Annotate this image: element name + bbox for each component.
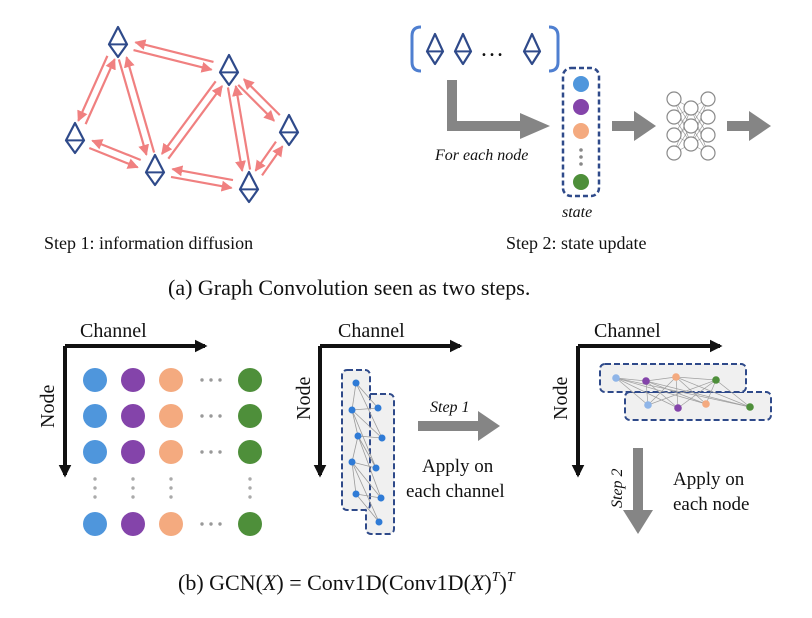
apply-channel-line1: Apply on — [422, 456, 494, 477]
graph-node — [352, 490, 360, 498]
diffusion-arrow — [91, 139, 142, 161]
diamond-node-icon — [218, 53, 240, 87]
diamond-node-icon — [522, 32, 542, 66]
graph-node — [702, 400, 710, 408]
axes-2 — [313, 339, 463, 478]
step2-arrow — [623, 448, 653, 534]
diamond-node-icon — [107, 25, 129, 59]
right-brace — [548, 25, 560, 73]
feature-matrix — [83, 368, 262, 536]
feature-cell — [238, 368, 262, 392]
set-ellipsis: … — [480, 36, 504, 62]
graph-node — [352, 379, 360, 387]
state-vector — [561, 66, 601, 198]
feature-cell — [238, 404, 262, 428]
feature-cell — [83, 404, 107, 428]
diffusion-arrow — [88, 147, 139, 169]
step1-label: Step 1 — [430, 399, 470, 416]
feature-cell — [121, 404, 145, 428]
feature-cell — [159, 368, 183, 392]
diffusion-arrow — [261, 145, 284, 177]
axes-1 — [58, 339, 208, 478]
node-graphs — [599, 363, 772, 421]
feature-cell — [121, 512, 145, 536]
arrow-from-network — [727, 111, 771, 141]
graph-node — [642, 377, 650, 385]
node-label-1: Node — [37, 385, 59, 428]
for-each-node-arrow — [447, 80, 550, 139]
apply-node-line1: Apply on — [673, 469, 745, 490]
diffusion-arrow — [77, 55, 109, 122]
left-brace — [410, 25, 422, 73]
graph-node — [644, 401, 652, 409]
channel-label-1: Channel — [80, 320, 147, 342]
diffusion-arrow — [117, 59, 149, 156]
feature-cell — [83, 368, 107, 392]
diffusion-arrow — [170, 175, 233, 192]
feature-cell — [159, 512, 183, 536]
graph-node — [672, 373, 680, 381]
arrow-to-network — [612, 111, 656, 141]
graph-node — [354, 432, 362, 440]
diffusion-arrow — [232, 84, 252, 170]
graph-edges — [77, 39, 284, 192]
graph-node — [674, 404, 682, 412]
diffusion-arrow — [161, 80, 217, 155]
node-label-3: Node — [550, 377, 572, 420]
feature-cell — [121, 440, 145, 464]
diamond-node-icon — [64, 121, 86, 155]
diamond-node-icon — [278, 113, 300, 147]
channel-graphs — [341, 369, 395, 535]
graph-node — [612, 374, 620, 382]
diffusion-arrow — [226, 87, 246, 173]
diffusion-arrow — [133, 48, 213, 73]
diffusion-arrow — [254, 140, 277, 172]
channel-label-2: Channel — [338, 320, 405, 342]
for-each-node-label: For each node — [434, 147, 528, 164]
diffusion-arrow — [167, 85, 223, 160]
diffusion-arrow — [243, 78, 281, 116]
graph-node — [746, 403, 754, 411]
graph-node — [378, 434, 386, 442]
neural-network-icon — [666, 91, 716, 161]
diamond-node-icon — [144, 153, 166, 187]
step2-label: Step 2 — [609, 468, 626, 508]
step2-caption: Step 2: state update — [506, 233, 646, 253]
channel-label-3: Channel — [594, 320, 661, 342]
graph-node — [377, 494, 385, 502]
feature-cell — [238, 440, 262, 464]
state-label: state — [562, 204, 592, 221]
apply-channel-line2: each channel — [406, 481, 505, 502]
graph-node — [372, 464, 380, 472]
diffusion-arrow — [84, 58, 116, 125]
feature-cell — [159, 404, 183, 428]
diffusion-arrow — [237, 84, 275, 122]
apply-node-line2: each node — [673, 494, 749, 515]
graph-node — [374, 404, 382, 412]
feature-cell — [238, 512, 262, 536]
feature-cell — [121, 368, 145, 392]
diamond-node-icon — [453, 32, 473, 66]
graph-node — [348, 458, 356, 466]
node-set: … — [410, 25, 560, 73]
feature-cell — [83, 440, 107, 464]
step1-caption: Step 1: information diffusion — [44, 233, 253, 253]
step1-arrow — [418, 411, 500, 441]
diamond-node-icon — [238, 170, 260, 204]
diamond-node-icon — [425, 32, 445, 66]
axes-3 — [571, 339, 723, 478]
node-label-2: Node — [293, 377, 315, 420]
diffusion-arrow — [171, 165, 234, 182]
graph-node — [712, 376, 720, 384]
caption-b: (b) GCN(X) = Conv1D(Conv1D(X)T)T — [178, 570, 516, 595]
diffusion-arrow — [124, 56, 156, 153]
graph-nodes — [64, 25, 300, 204]
caption-a: (a) Graph Convolution seen as two steps. — [168, 275, 530, 300]
graph-node — [348, 406, 356, 414]
feature-cell — [83, 512, 107, 536]
graph-node — [375, 518, 383, 526]
feature-cell — [159, 440, 183, 464]
diffusion-arrow — [134, 39, 214, 64]
